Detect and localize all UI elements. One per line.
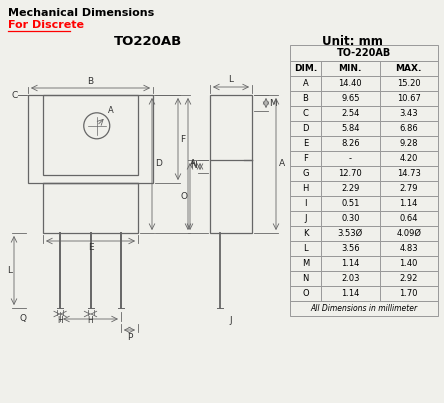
Text: M: M	[302, 259, 309, 268]
Bar	[290, 121, 438, 136]
Text: 15.20: 15.20	[397, 79, 420, 88]
Text: 1.70: 1.70	[400, 289, 418, 298]
Text: TO220AB: TO220AB	[114, 35, 182, 48]
Text: J: J	[304, 214, 307, 223]
Text: L: L	[229, 75, 234, 84]
Text: J: J	[230, 316, 232, 325]
Text: Mechanical Dimensions: Mechanical Dimensions	[8, 8, 154, 18]
Bar	[290, 91, 438, 106]
Text: M: M	[269, 98, 277, 108]
Bar	[290, 301, 438, 316]
Text: P: P	[127, 333, 132, 342]
Text: 8.26: 8.26	[341, 139, 360, 148]
Bar	[28, 95, 153, 183]
Bar	[290, 151, 438, 166]
Bar	[43, 95, 138, 175]
Text: A: A	[303, 79, 309, 88]
Bar	[290, 166, 438, 181]
Text: D: D	[302, 124, 309, 133]
Text: N: N	[302, 274, 309, 283]
Text: 14.40: 14.40	[338, 79, 362, 88]
Text: 1.14: 1.14	[341, 289, 360, 298]
Text: 0.30: 0.30	[341, 214, 360, 223]
Text: 1.40: 1.40	[400, 259, 418, 268]
Text: 12.70: 12.70	[338, 169, 362, 178]
Text: K: K	[303, 229, 308, 238]
Text: N: N	[190, 162, 197, 170]
Bar	[290, 45, 438, 61]
Text: 2.03: 2.03	[341, 274, 360, 283]
Bar	[290, 76, 438, 91]
Text: -: -	[349, 154, 352, 163]
Text: 4.09Ø: 4.09Ø	[396, 229, 421, 238]
Text: 9.65: 9.65	[341, 94, 360, 103]
Text: 4.20: 4.20	[400, 154, 418, 163]
Text: 5.84: 5.84	[341, 124, 360, 133]
Text: I: I	[304, 199, 307, 208]
Bar	[43, 183, 138, 233]
Bar	[290, 241, 438, 256]
Text: 9.28: 9.28	[400, 139, 418, 148]
Text: C: C	[12, 91, 18, 100]
Text: B: B	[303, 94, 309, 103]
Text: 10.67: 10.67	[397, 94, 421, 103]
Text: 2.54: 2.54	[341, 109, 360, 118]
Text: H: H	[57, 316, 63, 325]
Text: 2.79: 2.79	[400, 184, 418, 193]
Bar	[290, 226, 438, 241]
Text: O: O	[180, 192, 187, 201]
Text: A: A	[190, 160, 196, 168]
Bar	[290, 286, 438, 301]
Text: Q: Q	[19, 314, 26, 324]
Text: 3.53Ø: 3.53Ø	[338, 229, 363, 238]
Text: Unit: mm: Unit: mm	[321, 35, 382, 48]
Text: B: B	[87, 77, 94, 86]
Bar	[290, 211, 438, 226]
Text: 1.14: 1.14	[400, 199, 418, 208]
Bar	[290, 196, 438, 211]
Bar	[290, 181, 438, 196]
Text: H: H	[302, 184, 309, 193]
Text: D: D	[155, 160, 162, 168]
Text: E: E	[303, 139, 308, 148]
Text: 2.29: 2.29	[341, 184, 360, 193]
Text: DIM.: DIM.	[294, 64, 317, 73]
Bar	[290, 271, 438, 286]
Text: 3.56: 3.56	[341, 244, 360, 253]
Text: 4.83: 4.83	[400, 244, 418, 253]
Text: 14.73: 14.73	[397, 169, 421, 178]
Text: All Dimensions in millimeter: All Dimensions in millimeter	[310, 304, 417, 313]
Text: MIN.: MIN.	[339, 64, 362, 73]
Text: O: O	[302, 289, 309, 298]
Bar	[210, 95, 252, 233]
Text: G: G	[302, 169, 309, 178]
Bar	[290, 106, 438, 121]
Text: A: A	[108, 106, 114, 115]
Text: For Discrete: For Discrete	[8, 20, 84, 30]
Text: H: H	[87, 316, 93, 325]
Text: 3.43: 3.43	[400, 109, 418, 118]
Text: C: C	[303, 109, 309, 118]
Text: L: L	[7, 266, 12, 275]
Text: E: E	[87, 243, 93, 252]
Text: TO-220AB: TO-220AB	[337, 48, 391, 58]
Bar	[290, 61, 438, 76]
Bar	[290, 256, 438, 271]
Text: 6.86: 6.86	[400, 124, 418, 133]
Text: 2.92: 2.92	[400, 274, 418, 283]
Text: MAX.: MAX.	[396, 64, 422, 73]
Text: L: L	[303, 244, 308, 253]
Bar	[290, 136, 438, 151]
Text: F: F	[180, 135, 185, 143]
Text: 0.51: 0.51	[341, 199, 360, 208]
Text: 1.14: 1.14	[341, 259, 360, 268]
Text: F: F	[303, 154, 308, 163]
Text: 0.64: 0.64	[400, 214, 418, 223]
Text: A: A	[279, 160, 285, 168]
